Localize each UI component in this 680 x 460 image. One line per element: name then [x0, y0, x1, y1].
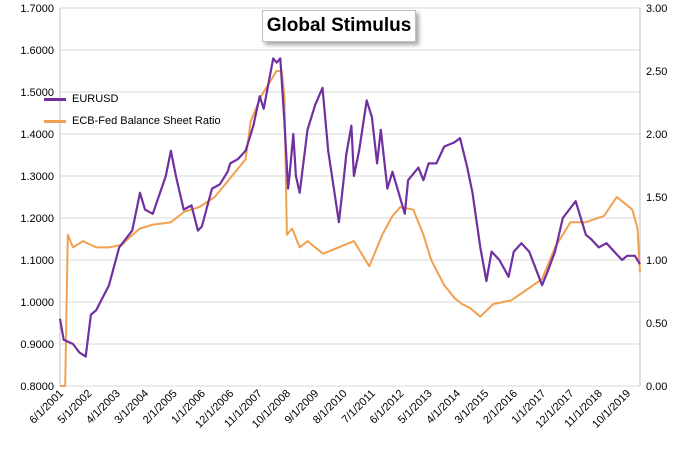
- right-tick-label: 2.00: [646, 129, 667, 141]
- left-tick-label: 1.6000: [20, 45, 54, 57]
- left-tick-label: 1.1000: [20, 255, 54, 267]
- legend: EURUSD ECB-Fed Balance Sheet Ratio: [44, 88, 221, 132]
- left-tick-label: 0.8000: [20, 381, 54, 393]
- x-axis-labels: 6/1/20015/1/20024/1/20033/1/20042/1/2005…: [27, 388, 633, 431]
- right-tick-label: 0.50: [646, 318, 667, 330]
- chart-title: Global Stimulus: [262, 10, 416, 42]
- legend-swatch-ratio: [44, 119, 66, 123]
- legend-item-ratio: ECB-Fed Balance Sheet Ratio: [44, 110, 221, 132]
- right-tick-label: 1.50: [646, 192, 667, 204]
- right-tick-label: 0.00: [646, 381, 667, 393]
- left-tick-label: 1.0000: [20, 297, 54, 309]
- series-ecb-fed-ratio: [60, 70, 641, 387]
- legend-swatch-eurusd: [44, 97, 66, 101]
- left-tick-label: 1.2000: [20, 213, 54, 225]
- chart-gridlines: [59, 7, 641, 387]
- series-eurusd: [58, 57, 641, 358]
- right-tick-label: 1.00: [646, 255, 667, 267]
- series-line: [58, 57, 641, 358]
- legend-label-ratio: ECB-Fed Balance Sheet Ratio: [72, 115, 221, 127]
- legend-label-eurusd: EURUSD: [72, 93, 119, 105]
- series-line: [60, 70, 641, 387]
- right-tick-label: 2.50: [646, 66, 667, 78]
- left-tick-label: 0.9000: [20, 339, 54, 351]
- left-axis-labels: 0.8000 0.9000 1.0000 1.1000 1.2000 1.3000 1.40…: [20, 3, 54, 393]
- right-tick-label: 3.00: [646, 3, 667, 15]
- left-tick-label: 1.7000: [20, 3, 54, 15]
- legend-item-eurusd: EURUSD: [44, 88, 221, 110]
- left-tick-label: 1.5000: [20, 87, 54, 99]
- right-axis-labels: 0.00 0.50 1.00 1.50 2.00 2.50 3.00: [646, 3, 667, 393]
- left-tick-label: 1.3000: [20, 171, 54, 183]
- left-tick-label: 1.4000: [20, 129, 54, 141]
